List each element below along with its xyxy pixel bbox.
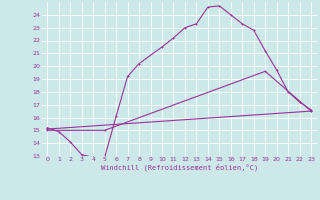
X-axis label: Windchill (Refroidissement éolien,°C): Windchill (Refroidissement éolien,°C) xyxy=(100,164,258,171)
